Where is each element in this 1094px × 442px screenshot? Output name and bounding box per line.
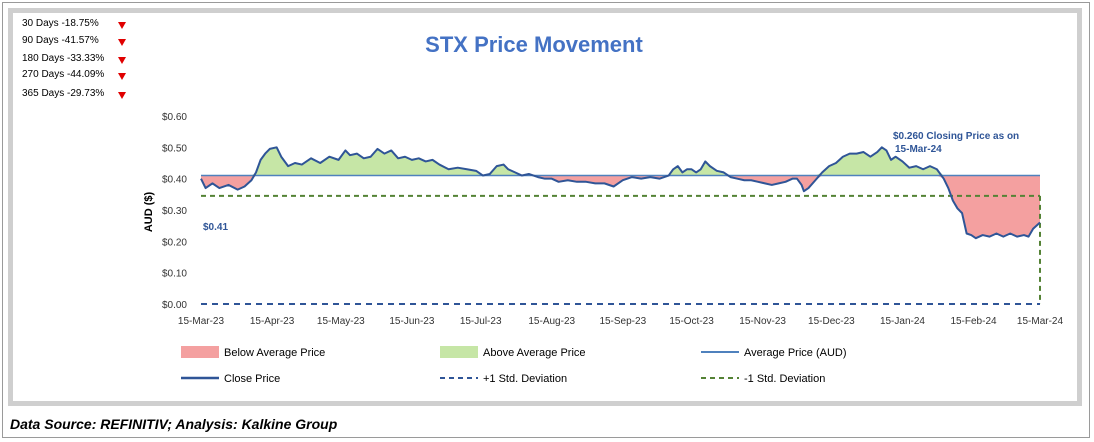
above-average-area bbox=[201, 147, 1040, 176]
y-tick-label: $0.10 bbox=[162, 269, 187, 280]
chart-title: STX Price Movement bbox=[425, 32, 643, 57]
start-price-annotation: $0.41 bbox=[203, 222, 228, 233]
y-tick-label: $0.00 bbox=[162, 300, 187, 311]
legend-swatch-above bbox=[440, 346, 478, 358]
legend-label: +1 Std. Deviation bbox=[483, 373, 567, 385]
chart-panel bbox=[8, 8, 1082, 406]
below-average-area bbox=[201, 175, 1040, 239]
y-tick-label: $0.30 bbox=[162, 206, 187, 217]
performance-30-days: 30 Days -18.75% bbox=[22, 18, 126, 29]
close-price-line bbox=[200, 146, 1041, 240]
performance-90-days: 90 Days -41.57% bbox=[22, 35, 126, 46]
legend-label: Average Price (AUD) bbox=[744, 347, 847, 359]
x-tick-label: 15-Jan-24 bbox=[880, 316, 925, 327]
legend-label: Close Price bbox=[224, 373, 280, 385]
legend-label: Above Average Price bbox=[483, 347, 586, 359]
performance-label: 365 Days -29.73% bbox=[22, 88, 105, 99]
x-tick-label: 15-Sep-23 bbox=[599, 316, 646, 327]
legend: Below Average Price Above Average Price Av… bbox=[181, 346, 847, 385]
performance-label: 180 Days -33.33% bbox=[22, 53, 105, 64]
down-arrow-icon bbox=[118, 92, 126, 99]
x-tick-label: 15-Mar-23 bbox=[178, 316, 225, 327]
legend-label: Below Average Price bbox=[224, 347, 325, 359]
x-tick-label: 15-Nov-23 bbox=[739, 316, 786, 327]
x-tick-label: 15-Jul-23 bbox=[460, 316, 502, 327]
y-tick-label: $0.50 bbox=[162, 143, 187, 154]
y-axis-label: AUD ($) bbox=[143, 192, 155, 233]
performance-label: 270 Days -44.09% bbox=[22, 69, 105, 80]
y-tick-label: $0.40 bbox=[162, 175, 187, 186]
above-average-fill bbox=[201, 147, 1040, 176]
down-arrow-icon bbox=[118, 22, 126, 29]
performance-180-days: 180 Days -33.33% bbox=[22, 53, 126, 64]
axes: $0.00 $0.10 $0.20 $0.30 $0.40 $0.50 $0.60 15-Ma… bbox=[162, 112, 1064, 327]
y-tick-label: $0.60 bbox=[162, 112, 187, 123]
legend-swatch-below bbox=[181, 346, 219, 358]
down-arrow-icon bbox=[118, 39, 126, 46]
down-arrow-icon bbox=[118, 73, 126, 80]
x-tick-label: 15-Mar-24 bbox=[1017, 316, 1064, 327]
below-average-fill bbox=[201, 175, 1040, 239]
x-tick-label: 15-Dec-23 bbox=[808, 316, 855, 327]
performance-270-days: 270 Days -44.09% bbox=[22, 69, 126, 80]
x-tick-label: 15-Jun-23 bbox=[389, 316, 434, 327]
performance-label: 30 Days -18.75% bbox=[22, 18, 99, 29]
reference-lines bbox=[201, 174, 1041, 305]
x-tick-label: 15-May-23 bbox=[317, 316, 365, 327]
closing-date-annotation: 15-Mar-24 bbox=[895, 144, 942, 155]
x-tick-label: 15-Aug-23 bbox=[528, 316, 575, 327]
x-tick-label: 15-Apr-23 bbox=[250, 316, 295, 327]
down-arrow-icon bbox=[118, 57, 126, 64]
close-price-series bbox=[200, 146, 1041, 240]
closing-price-annotation: $0.260 Closing Price as on bbox=[893, 131, 1019, 142]
x-tick-label: 15-Feb-24 bbox=[950, 316, 997, 327]
y-tick-label: $0.20 bbox=[162, 237, 187, 248]
legend-label: -1 Std. Deviation bbox=[744, 373, 825, 385]
performance-label: 90 Days -41.57% bbox=[22, 35, 99, 46]
x-tick-label: 15-Oct-23 bbox=[669, 316, 714, 327]
performance-365-days: 365 Days -29.73% bbox=[22, 88, 126, 99]
data-source-note: Data Source: REFINITIV; Analysis: Kalkin… bbox=[10, 416, 338, 432]
